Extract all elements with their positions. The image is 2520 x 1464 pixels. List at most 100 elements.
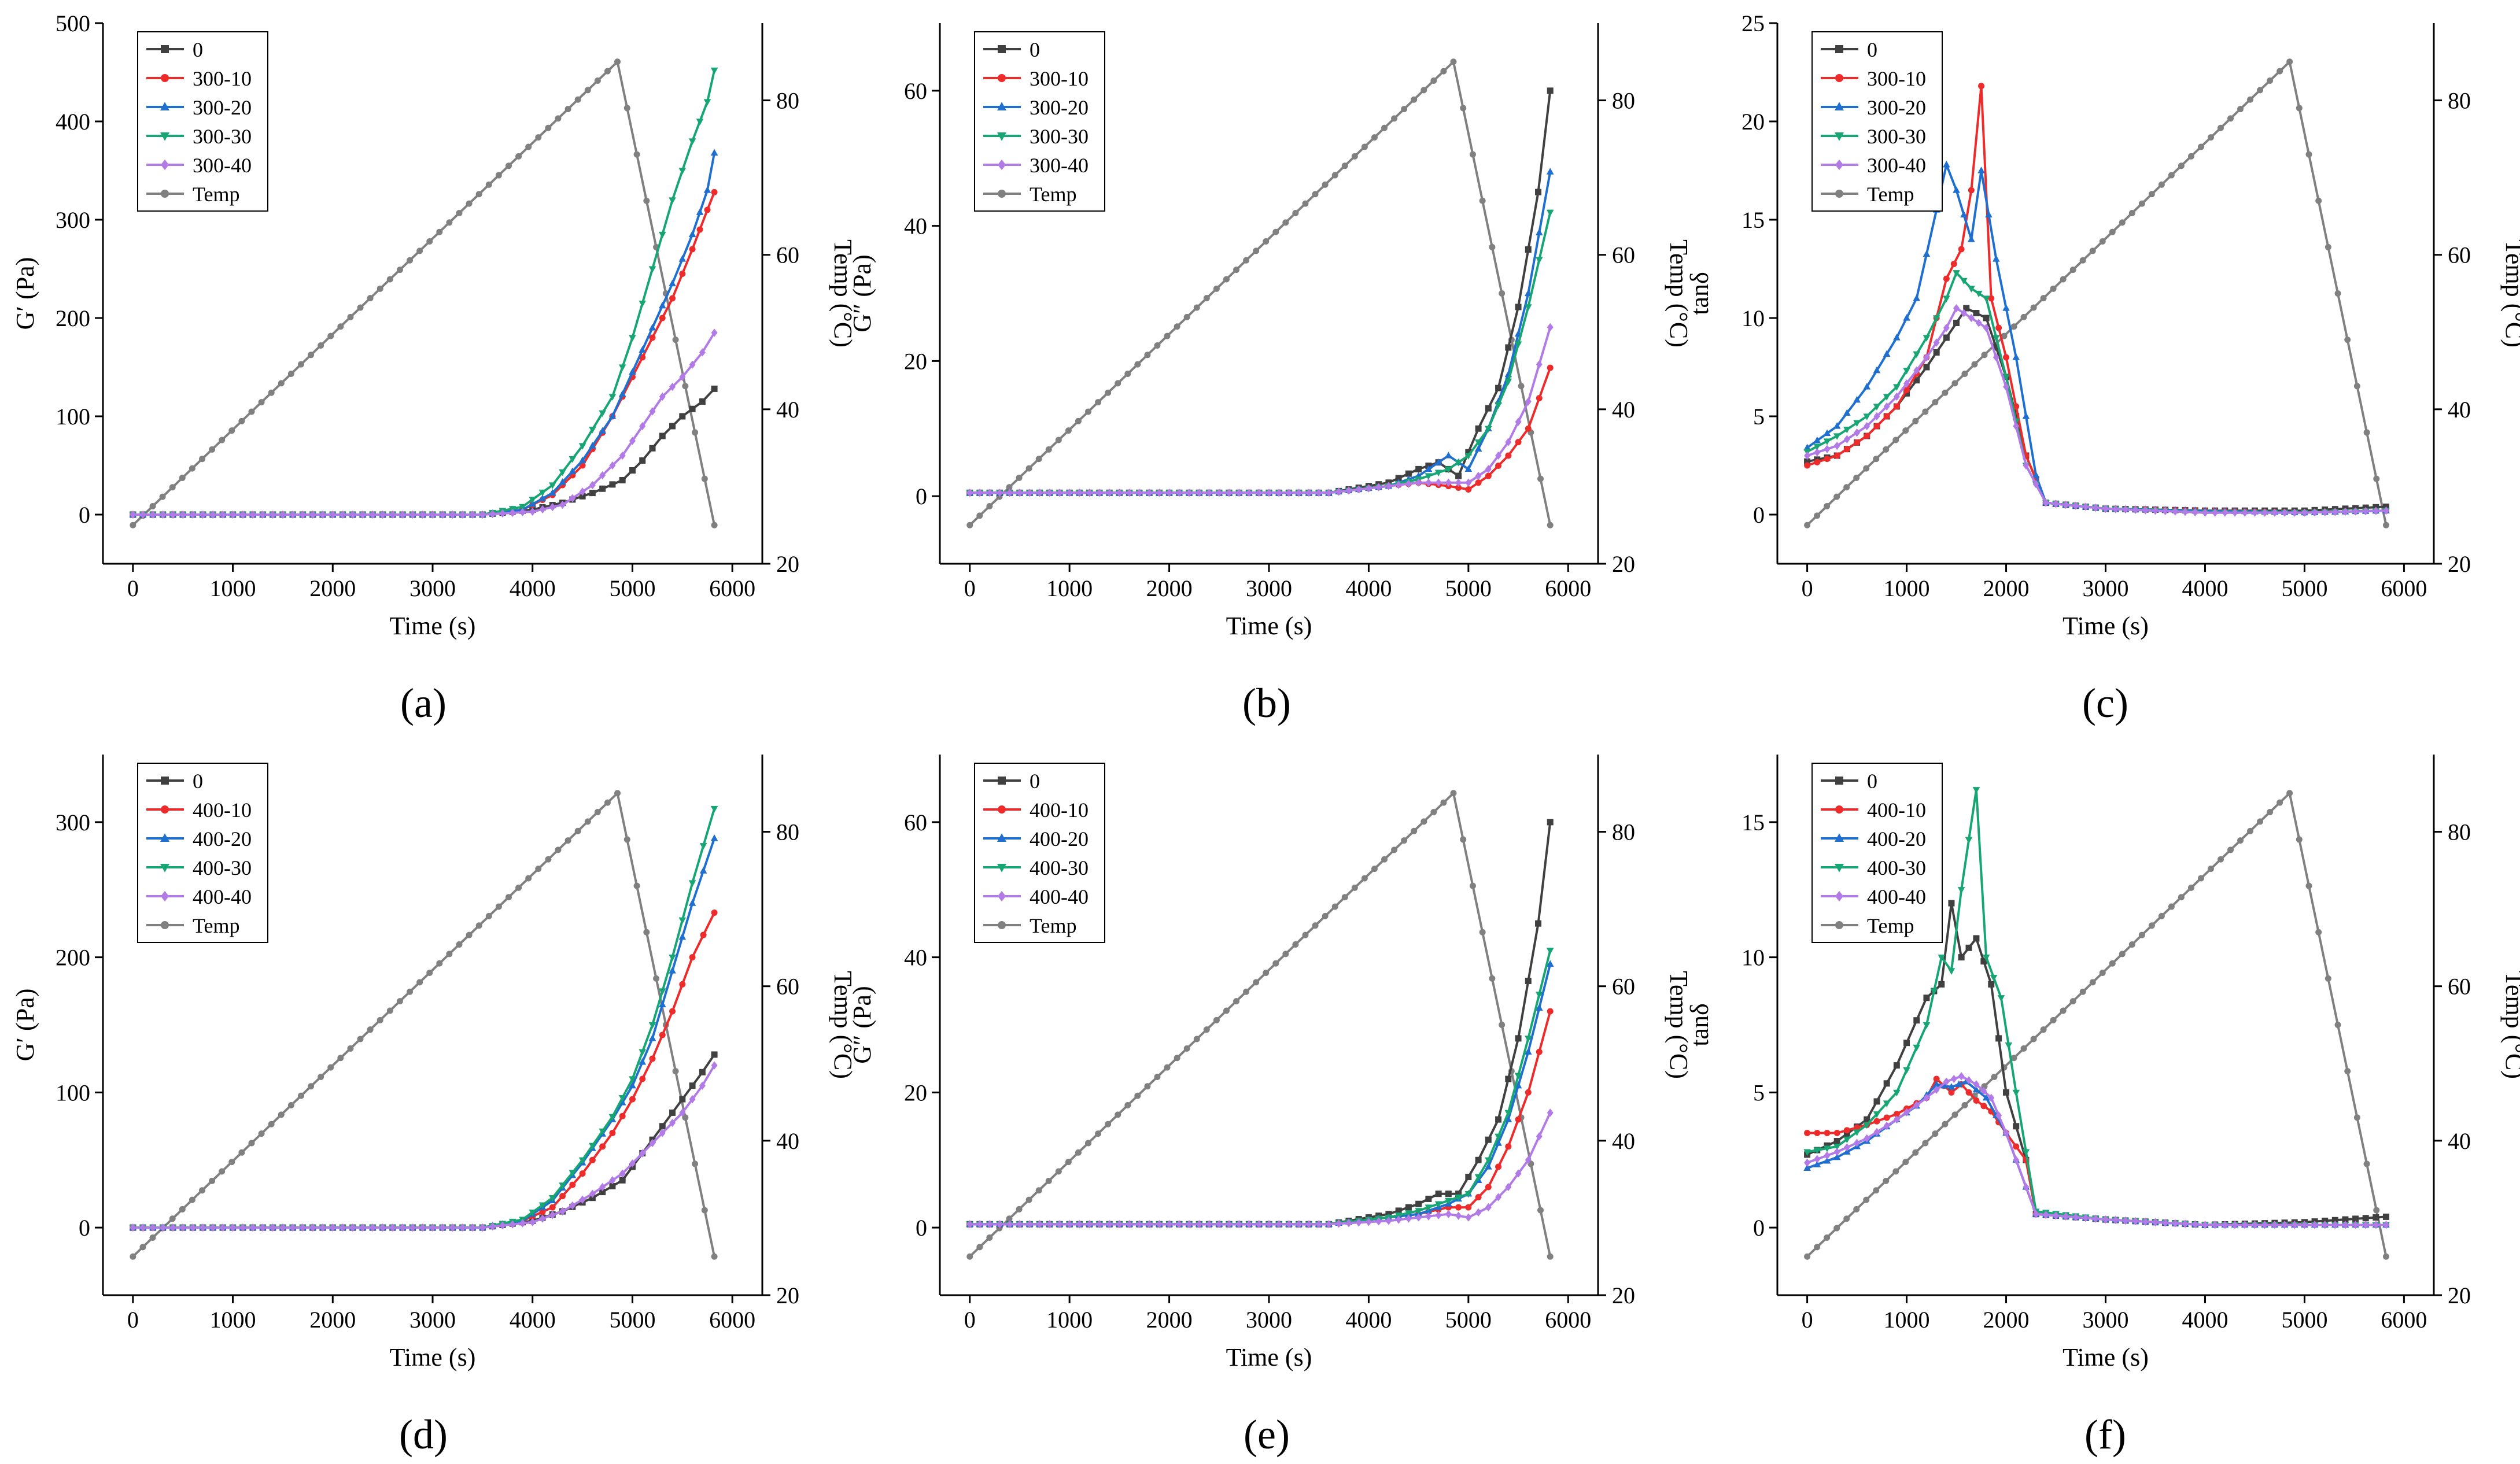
data-point xyxy=(219,510,226,519)
data-point xyxy=(2201,1221,2208,1229)
data-point xyxy=(1958,954,1965,961)
data-point xyxy=(569,1170,577,1177)
y-tick-label: 0 xyxy=(916,1215,927,1241)
data-point xyxy=(579,487,586,496)
data-point xyxy=(1465,1204,1472,1211)
data-point xyxy=(2291,1221,2298,1229)
y2-axis-title: Temp (°C) xyxy=(829,971,857,1079)
data-point xyxy=(1982,954,1990,962)
temp-point xyxy=(1814,512,1821,519)
legend-label: 400-30 xyxy=(1030,856,1089,879)
data-point xyxy=(1256,1220,1263,1229)
data-point xyxy=(479,1223,486,1232)
data-point xyxy=(2311,1221,2318,1229)
temp-point xyxy=(2178,894,2185,901)
data-point xyxy=(349,1223,356,1232)
temp-point xyxy=(2187,153,2194,160)
temp-point xyxy=(1124,371,1131,378)
data-point xyxy=(549,1211,556,1219)
data-point xyxy=(1524,304,1532,311)
data-point xyxy=(2281,1221,2288,1229)
data-point xyxy=(2003,1089,2010,1096)
temp-point xyxy=(407,988,414,995)
data-point xyxy=(219,1223,226,1232)
data-point xyxy=(1953,304,1960,313)
temp-point xyxy=(1421,818,1427,825)
temp-point xyxy=(2148,922,2155,929)
data-point xyxy=(1863,383,1871,390)
temp-point xyxy=(1361,143,1368,150)
temp-point xyxy=(327,332,334,339)
data-point xyxy=(2092,1214,2099,1223)
legend: 0 400-10 400-20 400-30 400-40 Temp xyxy=(137,763,268,943)
data-point xyxy=(1985,210,1993,218)
temp-point xyxy=(278,380,285,387)
data-point xyxy=(699,867,707,874)
temp-point xyxy=(545,124,552,131)
data-point xyxy=(1535,1004,1543,1011)
y2-tick-label: 80 xyxy=(2448,819,2471,845)
data-point xyxy=(669,279,676,287)
data-point xyxy=(2013,1123,2020,1130)
temp-point xyxy=(1134,1092,1141,1099)
data-point xyxy=(699,1069,706,1075)
data-point xyxy=(230,1223,237,1232)
data-point xyxy=(2012,1089,2020,1097)
data-point xyxy=(1514,341,1522,349)
data-point xyxy=(1903,387,1910,394)
temp-point xyxy=(1892,437,1899,443)
x-tick-label: 2000 xyxy=(309,575,356,601)
data-point xyxy=(659,392,666,401)
data-point xyxy=(549,1204,556,1211)
data-point xyxy=(489,1222,496,1231)
data-point xyxy=(1990,975,1998,982)
x-tick-label: 2000 xyxy=(309,1307,356,1333)
legend-swatch-marker xyxy=(160,132,170,141)
data-point xyxy=(619,1112,626,1119)
data-point xyxy=(1804,1158,1811,1167)
data-point xyxy=(1235,489,1242,497)
temp-point xyxy=(386,276,393,283)
temp-point xyxy=(337,323,344,330)
data-point xyxy=(1953,320,1960,326)
data-point xyxy=(2271,1221,2278,1229)
temp-point xyxy=(2030,1036,2037,1042)
data-point xyxy=(1385,482,1392,490)
data-point xyxy=(1206,1220,1213,1229)
data-point xyxy=(1235,1220,1242,1229)
data-point xyxy=(1824,456,1831,463)
data-point xyxy=(649,445,656,452)
data-point xyxy=(1206,489,1213,497)
legend-label: 300-30 xyxy=(1030,125,1089,148)
data-point xyxy=(399,510,406,519)
legend-label: 0 xyxy=(1867,770,1877,793)
data-point xyxy=(609,1130,616,1136)
data-point xyxy=(1285,489,1292,497)
data-point xyxy=(1495,1139,1502,1146)
temp-point xyxy=(258,1130,265,1137)
data-point xyxy=(1833,422,1841,429)
data-point xyxy=(700,931,707,938)
data-point xyxy=(1943,160,1950,168)
temp-point xyxy=(287,1102,294,1109)
legend-label: 300-20 xyxy=(193,96,252,119)
data-point xyxy=(548,1195,556,1202)
temp-point xyxy=(1174,323,1180,330)
data-point xyxy=(1813,443,1821,451)
x-tick-label: 1000 xyxy=(210,575,256,601)
temp-point xyxy=(564,837,571,844)
data-point xyxy=(1495,385,1502,391)
data-point xyxy=(1196,1220,1202,1229)
data-point xyxy=(2162,1218,2169,1227)
temp-point xyxy=(515,153,522,160)
y-tick-label: 10 xyxy=(1742,945,1765,971)
x-tick-label: 3000 xyxy=(1246,575,1292,601)
y-tick-label: 0 xyxy=(916,483,927,509)
data-point xyxy=(1930,988,1938,995)
data-point xyxy=(1455,1211,1462,1220)
temp-point xyxy=(633,151,640,158)
series-400-40 xyxy=(130,1061,718,1232)
data-point xyxy=(539,1208,546,1215)
temp-point xyxy=(1025,1196,1032,1203)
legend-swatch-marker xyxy=(161,190,169,198)
